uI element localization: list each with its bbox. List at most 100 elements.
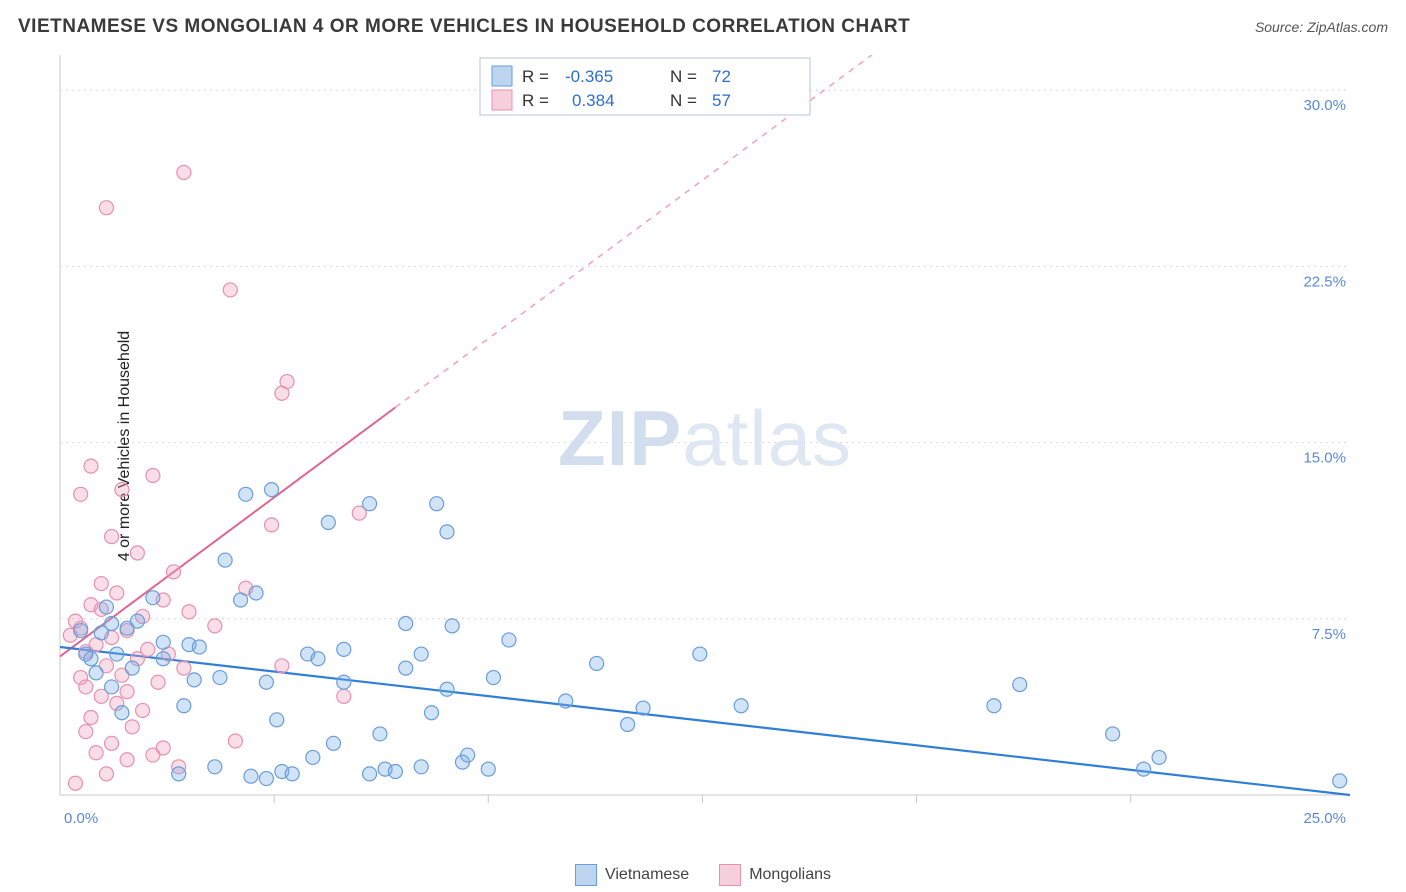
point-vietnamese xyxy=(388,765,402,779)
point-mongolians xyxy=(275,659,289,673)
point-mongolians xyxy=(265,518,279,532)
source-attribution: Source: ZipAtlas.com xyxy=(1255,19,1388,35)
point-mongolians xyxy=(146,469,160,483)
point-mongolians xyxy=(337,689,351,703)
point-vietnamese xyxy=(399,617,413,631)
point-vietnamese xyxy=(326,736,340,750)
point-vietnamese xyxy=(172,767,186,781)
point-mongolians xyxy=(115,483,129,497)
legend-item-vietnamese: Vietnamese xyxy=(575,864,689,886)
stats-r-vietnamese: -0.365 xyxy=(565,67,613,86)
point-mongolians xyxy=(136,703,150,717)
point-vietnamese xyxy=(481,762,495,776)
stats-swatch-mongolians xyxy=(492,90,512,110)
point-mongolians xyxy=(177,661,191,675)
y-tick-label: 15.0% xyxy=(1303,450,1346,467)
watermark: ZIPatlas xyxy=(558,394,852,482)
point-mongolians xyxy=(280,375,294,389)
point-vietnamese xyxy=(259,772,273,786)
legend-swatch-pink xyxy=(719,864,741,886)
point-mongolians xyxy=(84,459,98,473)
point-vietnamese xyxy=(192,640,206,654)
point-vietnamese xyxy=(270,713,284,727)
point-mongolians xyxy=(89,746,103,760)
point-vietnamese xyxy=(363,497,377,511)
point-vietnamese xyxy=(425,706,439,720)
point-vietnamese xyxy=(1106,727,1120,741)
point-mongolians xyxy=(74,487,88,501)
point-mongolians xyxy=(99,767,113,781)
point-vietnamese xyxy=(89,666,103,680)
chart-title: VIETNAMESE VS MONGOLIAN 4 OR MORE VEHICL… xyxy=(18,16,910,38)
legend-item-mongolians: Mongolians xyxy=(719,864,831,886)
point-vietnamese xyxy=(1013,678,1027,692)
point-vietnamese xyxy=(734,699,748,713)
point-vietnamese xyxy=(414,647,428,661)
point-vietnamese xyxy=(187,673,201,687)
source-prefix: Source: xyxy=(1255,19,1307,35)
point-mongolians xyxy=(146,748,160,762)
point-vietnamese xyxy=(105,680,119,694)
point-vietnamese xyxy=(177,699,191,713)
point-mongolians xyxy=(208,619,222,633)
point-mongolians xyxy=(120,685,134,699)
point-mongolians xyxy=(167,565,181,579)
point-mongolians xyxy=(130,546,144,560)
series-legend: Vietnamese Mongolians xyxy=(575,864,831,886)
stats-swatch-vietnamese xyxy=(492,66,512,86)
point-vietnamese xyxy=(156,635,170,649)
point-mongolians xyxy=(228,734,242,748)
point-vietnamese xyxy=(987,699,1001,713)
point-vietnamese xyxy=(213,671,227,685)
source-link[interactable]: ZipAtlas.com xyxy=(1307,19,1388,35)
point-mongolians xyxy=(94,577,108,591)
point-vietnamese xyxy=(414,760,428,774)
point-vietnamese xyxy=(1152,750,1166,764)
point-vietnamese xyxy=(265,483,279,497)
point-vietnamese xyxy=(399,661,413,675)
point-vietnamese xyxy=(249,586,263,600)
point-vietnamese xyxy=(621,718,635,732)
stats-n-vietnamese: 72 xyxy=(712,67,731,86)
legend-swatch-blue xyxy=(575,864,597,886)
point-vietnamese xyxy=(79,647,93,661)
point-mongolians xyxy=(120,753,134,767)
point-mongolians xyxy=(223,283,237,297)
point-vietnamese xyxy=(486,671,500,685)
point-vietnamese xyxy=(461,748,475,762)
point-mongolians xyxy=(99,201,113,215)
point-mongolians xyxy=(151,675,165,689)
stats-n-label: N = xyxy=(670,67,697,86)
point-vietnamese xyxy=(125,661,139,675)
point-vietnamese xyxy=(285,767,299,781)
point-vietnamese xyxy=(693,647,707,661)
point-mongolians xyxy=(177,165,191,179)
stats-r-label: R = xyxy=(522,67,549,86)
point-vietnamese xyxy=(244,769,258,783)
point-vietnamese xyxy=(146,591,160,605)
x-tick-label: 25.0% xyxy=(1303,810,1346,827)
legend-label-vietnamese: Vietnamese xyxy=(605,866,689,883)
stats-r-mongolians: 0.384 xyxy=(572,91,615,110)
point-vietnamese xyxy=(259,675,273,689)
point-vietnamese xyxy=(110,647,124,661)
point-vietnamese xyxy=(430,497,444,511)
point-vietnamese xyxy=(636,701,650,715)
y-tick-label: 7.5% xyxy=(1312,626,1346,643)
point-vietnamese xyxy=(373,727,387,741)
point-vietnamese xyxy=(445,619,459,633)
point-mongolians xyxy=(84,710,98,724)
point-vietnamese xyxy=(502,633,516,647)
point-vietnamese xyxy=(337,642,351,656)
x-tick-label: 0.0% xyxy=(64,810,98,827)
point-mongolians xyxy=(125,720,139,734)
point-vietnamese xyxy=(590,656,604,670)
point-vietnamese xyxy=(306,750,320,764)
point-mongolians xyxy=(79,725,93,739)
stats-r-label2: R = xyxy=(522,91,549,110)
y-tick-label: 22.5% xyxy=(1303,273,1346,290)
point-mongolians xyxy=(79,680,93,694)
point-vietnamese xyxy=(1137,762,1151,776)
point-vietnamese xyxy=(234,593,248,607)
point-mongolians xyxy=(182,605,196,619)
